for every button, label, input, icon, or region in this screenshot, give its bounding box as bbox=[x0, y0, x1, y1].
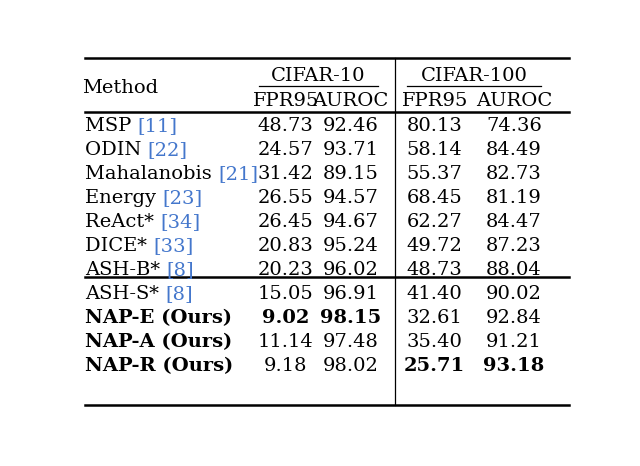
Text: MSP: MSP bbox=[85, 117, 138, 135]
Text: 32.61: 32.61 bbox=[406, 309, 463, 327]
Text: 24.57: 24.57 bbox=[258, 141, 314, 159]
Text: 68.45: 68.45 bbox=[407, 189, 463, 207]
Text: 20.83: 20.83 bbox=[258, 237, 314, 255]
Text: Energy: Energy bbox=[85, 189, 162, 207]
Text: 74.36: 74.36 bbox=[486, 117, 542, 135]
Text: FPR95: FPR95 bbox=[401, 92, 468, 110]
Text: 25.71: 25.71 bbox=[404, 357, 465, 375]
Text: 11.14: 11.14 bbox=[258, 333, 314, 351]
Text: NAP-R (Ours): NAP-R (Ours) bbox=[85, 357, 233, 375]
Text: AUROC: AUROC bbox=[476, 92, 552, 110]
Text: FPR95: FPR95 bbox=[253, 92, 319, 110]
Text: 20.23: 20.23 bbox=[258, 261, 314, 279]
Text: AUROC: AUROC bbox=[312, 92, 388, 110]
Text: 82.73: 82.73 bbox=[486, 165, 542, 183]
Text: 48.73: 48.73 bbox=[258, 117, 314, 135]
Text: 26.55: 26.55 bbox=[258, 189, 314, 207]
Text: ASH-S*: ASH-S* bbox=[85, 285, 165, 303]
Text: [23]: [23] bbox=[162, 189, 202, 207]
Text: 98.15: 98.15 bbox=[320, 309, 381, 327]
Text: ODIN: ODIN bbox=[85, 141, 148, 159]
Text: 93.71: 93.71 bbox=[323, 141, 378, 159]
Text: [8]: [8] bbox=[165, 285, 193, 303]
Text: 49.72: 49.72 bbox=[406, 237, 463, 255]
Text: 9.02: 9.02 bbox=[262, 309, 310, 327]
Text: 62.27: 62.27 bbox=[407, 213, 463, 231]
Text: 48.73: 48.73 bbox=[406, 261, 463, 279]
Text: 94.67: 94.67 bbox=[323, 213, 378, 231]
Text: 41.40: 41.40 bbox=[407, 285, 463, 303]
Text: ASH-B*: ASH-B* bbox=[85, 261, 166, 279]
Text: NAP-E (Ours): NAP-E (Ours) bbox=[85, 309, 232, 327]
Text: 92.46: 92.46 bbox=[323, 117, 378, 135]
Text: Mahalanobis: Mahalanobis bbox=[85, 165, 218, 183]
Text: 92.84: 92.84 bbox=[486, 309, 542, 327]
Text: 58.14: 58.14 bbox=[407, 141, 463, 159]
Text: 84.47: 84.47 bbox=[486, 213, 542, 231]
Text: [34]: [34] bbox=[160, 213, 200, 231]
Text: CIFAR-10: CIFAR-10 bbox=[271, 67, 365, 85]
Text: 87.23: 87.23 bbox=[486, 237, 542, 255]
Text: [22]: [22] bbox=[148, 141, 188, 159]
Text: NAP-A (Ours): NAP-A (Ours) bbox=[85, 333, 232, 351]
Text: DICE*: DICE* bbox=[85, 237, 153, 255]
Text: [8]: [8] bbox=[166, 261, 194, 279]
Text: CIFAR-100: CIFAR-100 bbox=[421, 67, 528, 85]
Text: 26.45: 26.45 bbox=[258, 213, 314, 231]
Text: 9.18: 9.18 bbox=[264, 357, 308, 375]
Text: [21]: [21] bbox=[218, 165, 258, 183]
Text: 81.19: 81.19 bbox=[486, 189, 542, 207]
Text: 55.37: 55.37 bbox=[406, 165, 463, 183]
Text: 93.18: 93.18 bbox=[483, 357, 545, 375]
Text: 88.04: 88.04 bbox=[486, 261, 542, 279]
Text: ReAct*: ReAct* bbox=[85, 213, 160, 231]
Text: 84.49: 84.49 bbox=[486, 141, 542, 159]
Text: 94.57: 94.57 bbox=[323, 189, 378, 207]
Text: 90.02: 90.02 bbox=[486, 285, 542, 303]
Text: 15.05: 15.05 bbox=[258, 285, 314, 303]
Text: 31.42: 31.42 bbox=[258, 165, 314, 183]
Text: 95.24: 95.24 bbox=[323, 237, 378, 255]
Text: [11]: [11] bbox=[138, 117, 177, 135]
Text: 96.02: 96.02 bbox=[323, 261, 378, 279]
Text: 80.13: 80.13 bbox=[406, 117, 463, 135]
Text: 35.40: 35.40 bbox=[406, 333, 463, 351]
Text: 97.48: 97.48 bbox=[323, 333, 378, 351]
Text: 91.21: 91.21 bbox=[486, 333, 542, 351]
Text: [33]: [33] bbox=[153, 237, 193, 255]
Text: Method: Method bbox=[82, 79, 157, 97]
Text: 96.91: 96.91 bbox=[323, 285, 378, 303]
Text: 98.02: 98.02 bbox=[323, 357, 378, 375]
Text: 89.15: 89.15 bbox=[323, 165, 378, 183]
